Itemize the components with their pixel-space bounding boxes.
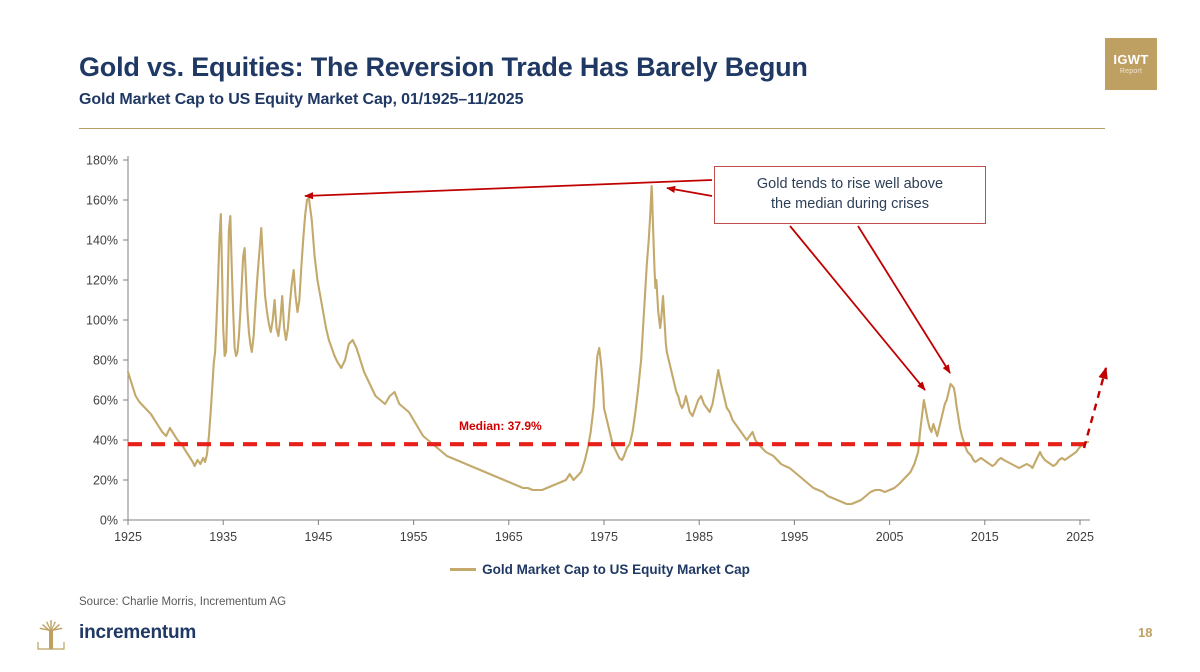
x-axis-tick-label: 1955 xyxy=(400,530,428,544)
median-label: Median: 37.9% xyxy=(459,419,542,433)
annotation-leader-line xyxy=(304,179,713,200)
y-axis-tick-label: 80% xyxy=(93,354,118,368)
projection-arrow xyxy=(1082,366,1108,449)
x-axis-tick-label: 2025 xyxy=(1066,530,1094,544)
annotation-text: Gold tends to rise well above the median… xyxy=(757,175,943,214)
page-title: Gold vs. Equities: The Reversion Trade H… xyxy=(79,52,808,82)
chart-plot-area: 0% 20% 40% 60% 80% 100% 120% 140% 160% 180% 1925 19… xyxy=(0,140,1200,560)
igwt-logo-sub-text: Report xyxy=(1119,68,1143,76)
x-axis-tick-label: 1945 xyxy=(304,530,332,544)
x-axis-tick-label: 1935 xyxy=(209,530,237,544)
incrementum-brand-text: incrementum xyxy=(79,622,197,643)
legend-line-swatch xyxy=(450,568,477,571)
annotation-leader-line xyxy=(857,225,951,374)
annotation-leader-line xyxy=(789,225,926,391)
source-note: Source: Charlie Morris, Incrementum AG xyxy=(79,596,287,608)
x-axis-tick-label: 1925 xyxy=(114,530,142,544)
y-axis-tick-label: 120% xyxy=(86,274,118,288)
page-number: 18 xyxy=(1138,625,1153,640)
x-axis-tick-label: 1985 xyxy=(685,530,713,544)
annotation-leader-line xyxy=(666,185,713,197)
series-line xyxy=(126,184,1090,506)
y-axis-tick-label: 0% xyxy=(100,514,118,528)
y-axis-tick-label: 180% xyxy=(86,154,118,168)
annotation-callout: Gold tends to rise well above the median… xyxy=(714,166,986,224)
x-axis-tick-label: 2005 xyxy=(876,530,904,544)
legend-series-label: Gold Market Cap to US Equity Market Cap xyxy=(482,562,750,577)
y-axis-tick-label: 60% xyxy=(93,394,118,408)
igwt-report-logo: IGWT Report xyxy=(1105,38,1157,90)
header-divider xyxy=(79,128,1105,129)
y-axis-tick-label: 40% xyxy=(93,434,118,448)
y-axis-tick-label: 140% xyxy=(86,234,118,248)
x-axis-tick-label: 1965 xyxy=(495,530,523,544)
chart-svg: 0% 20% 40% 60% 80% 100% 120% 140% 160% 180% 1925 19… xyxy=(86,154,1108,544)
y-axis-tick-label: 160% xyxy=(86,194,118,208)
igwt-logo-main-text: IGWT xyxy=(1113,51,1149,67)
annotation-line-2: the median during crises xyxy=(771,196,929,212)
y-axis-tick-label: 20% xyxy=(93,474,118,488)
x-axis-tick-label: 2015 xyxy=(971,530,999,544)
page-subtitle: Gold Market Cap to US Equity Market Cap,… xyxy=(79,91,524,108)
chart-legend: Gold Market Cap to US Equity Market Cap xyxy=(0,562,1200,577)
x-axis-tick-label: 1975 xyxy=(590,530,618,544)
annotation-line-1: Gold tends to rise well above xyxy=(756,176,944,193)
incrementum-tree-logo xyxy=(37,620,65,650)
y-axis-tick-label: 100% xyxy=(86,314,118,328)
x-axis-tick-label: 1995 xyxy=(780,530,808,544)
